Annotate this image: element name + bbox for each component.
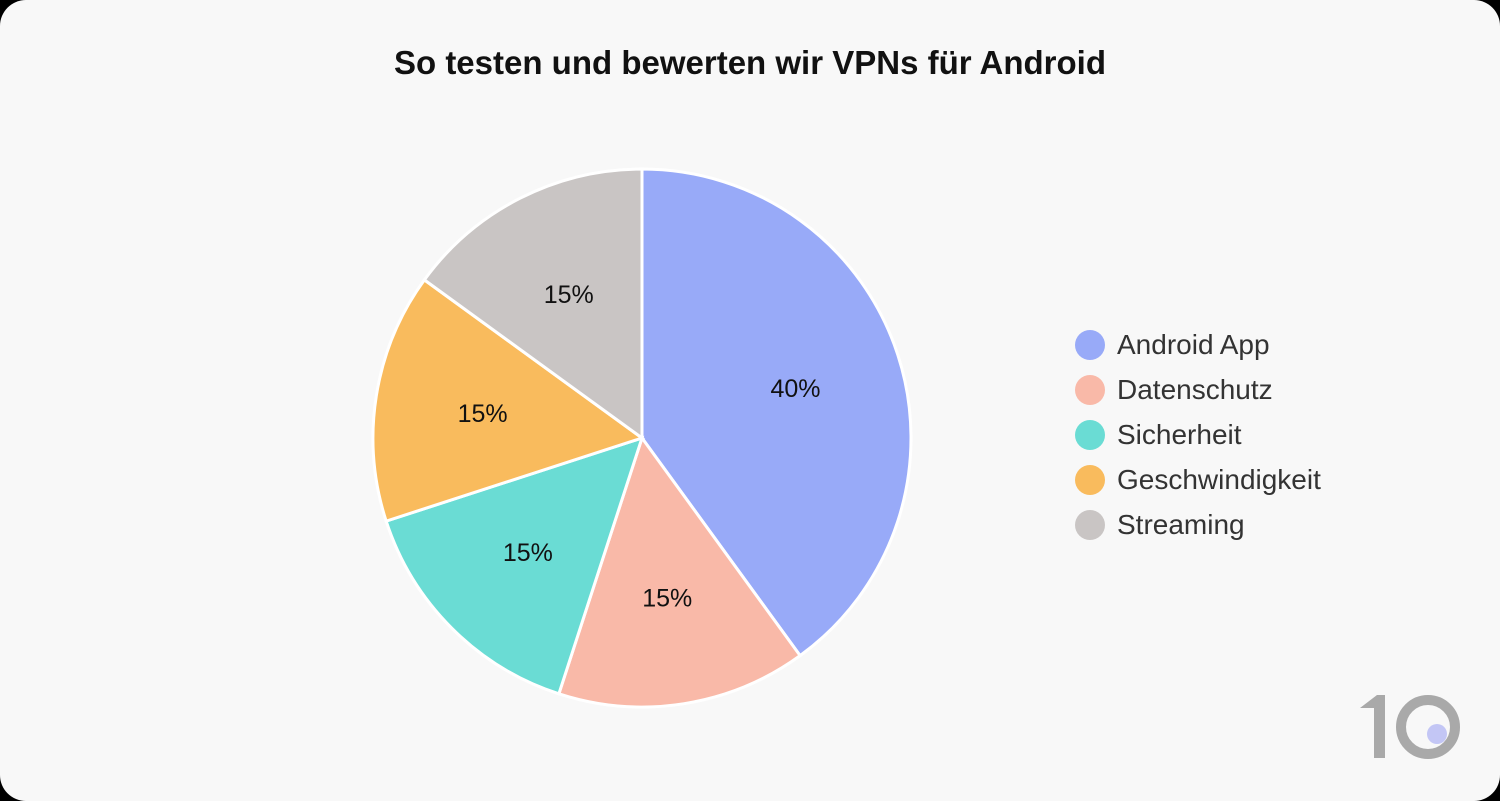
legend-label: Android App xyxy=(1117,328,1270,360)
legend-swatch xyxy=(1075,374,1105,405)
legend: Android App Datenschutz Sicherheit Geschwin… xyxy=(1075,322,1321,547)
data-label: 15% xyxy=(544,281,594,309)
legend-item: Android App xyxy=(1075,322,1321,367)
pie-slice-sicherheit xyxy=(384,435,645,696)
legend-label: Streaming xyxy=(1117,508,1245,540)
pie-slice-android-app xyxy=(640,167,913,658)
legend-item: Datenschutz xyxy=(1075,367,1321,412)
legend-swatch xyxy=(1075,329,1105,360)
chart-title: So testen und bewerten wir VPNs für Andr… xyxy=(393,44,1106,81)
pie-slice-streaming xyxy=(422,167,644,441)
legend-item: Sicherheit xyxy=(1075,412,1321,457)
legend-swatch xyxy=(1075,464,1105,495)
legend-label: Datenschutz xyxy=(1117,373,1273,405)
pie-slice-geschwindigkeit xyxy=(371,277,646,524)
legend-label: Sicherheit xyxy=(1117,418,1242,450)
data-label: 15% xyxy=(642,584,692,612)
legend-item: Geschwindigkeit xyxy=(1075,457,1321,502)
logo-10 xyxy=(1360,695,1460,759)
legend-swatch xyxy=(1075,419,1105,450)
data-label: 15% xyxy=(503,539,553,567)
legend-item: Streaming xyxy=(1075,502,1321,547)
pie-slice-datenschutz xyxy=(556,434,803,709)
legend-swatch xyxy=(1075,509,1105,540)
data-label: 15% xyxy=(458,400,508,428)
legend-label: Geschwindigkeit xyxy=(1117,463,1321,495)
data-label: 40% xyxy=(770,375,820,403)
